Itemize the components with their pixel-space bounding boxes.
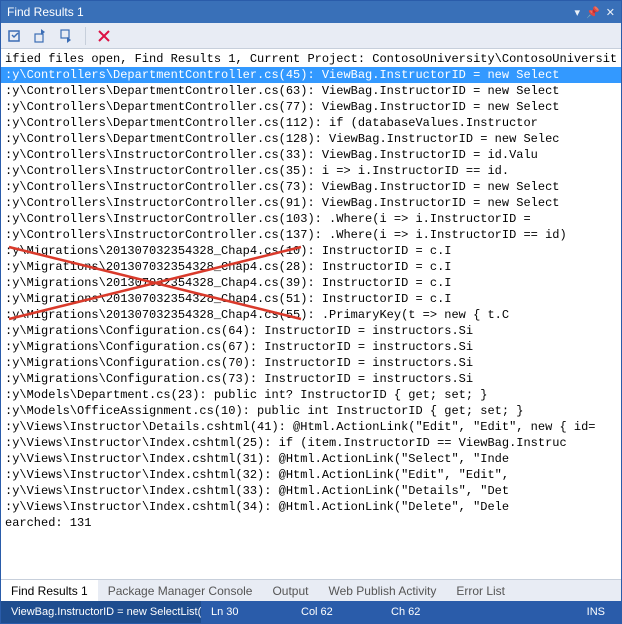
result-line[interactable]: :y\Controllers\DepartmentController.cs(6… [1,83,621,99]
result-line[interactable]: :y\Views\Instructor\Index.cshtml(32): @H… [1,467,621,483]
result-line[interactable]: :y\Controllers\DepartmentController.cs(1… [1,115,621,131]
panel-tab[interactable]: Package Manager Console [98,580,263,601]
goto-prev-button[interactable] [31,26,51,46]
result-line[interactable]: :y\Controllers\InstructorController.cs(3… [1,147,621,163]
window-controls: ▾ 📌 ✕ [575,6,615,19]
result-line[interactable]: :y\Migrations\Configuration.cs(64): Inst… [1,323,621,339]
result-line[interactable]: :y\Migrations\201307032354328_Chap4.cs(5… [1,291,621,307]
window-dropdown-icon[interactable]: ▾ [575,6,581,19]
result-line[interactable]: :y\Controllers\InstructorController.cs(1… [1,227,621,243]
result-line[interactable]: :y\Migrations\Configuration.cs(73): Inst… [1,371,621,387]
title-bar: Find Results 1 ▾ 📌 ✕ [1,1,621,23]
result-line[interactable]: :y\Migrations\Configuration.cs(70): Inst… [1,355,621,371]
results-header: ified files open, Find Results 1, Curren… [1,51,621,67]
result-line[interactable]: :y\Views\Instructor\Details.cshtml(41): … [1,419,621,435]
find-results-pane[interactable]: ified files open, Find Results 1, Curren… [1,49,621,579]
status-line: Ln 30 [201,601,291,623]
panel-tab[interactable]: Output [262,580,318,601]
result-line[interactable]: :y\Migrations\201307032354328_Chap4.cs(3… [1,275,621,291]
result-line[interactable]: :y\Views\Instructor\Index.cshtml(25): if… [1,435,621,451]
result-line[interactable]: :y\Controllers\DepartmentController.cs(4… [1,67,621,83]
result-line[interactable]: :y\Models\Department.cs(23): public int?… [1,387,621,403]
result-line[interactable]: :y\Migrations\201307032354328_Chap4.cs(2… [1,259,621,275]
window-pin-icon[interactable]: 📌 [586,6,600,19]
status-ins: INS [561,601,621,623]
result-line[interactable]: :y\Controllers\DepartmentController.cs(7… [1,99,621,115]
status-bar: ViewBag.InstructorID = new SelectList(db… [1,601,621,623]
panel-tab[interactable]: Error List [446,580,515,601]
goto-next-icon [59,28,75,44]
goto-next-button[interactable] [57,26,77,46]
status-col: Col 62 [291,601,381,623]
result-line[interactable]: :y\Controllers\InstructorController.cs(1… [1,211,621,227]
result-line[interactable]: :y\Controllers\InstructorController.cs(9… [1,195,621,211]
result-line[interactable]: :y\Views\Instructor\Index.cshtml(33): @H… [1,483,621,499]
result-line[interactable]: :y\Controllers\InstructorController.cs(7… [1,179,621,195]
result-line[interactable]: :y\Controllers\InstructorController.cs(3… [1,163,621,179]
results-footer: earched: 131 [1,515,621,531]
toolbar-separator [85,27,86,45]
status-spacer [471,601,561,623]
status-text: ViewBag.InstructorID = new SelectList(db… [1,601,201,623]
panel-tabs: Find Results 1Package Manager ConsoleOut… [1,579,621,601]
goto-location-icon [7,28,23,44]
panel-tab[interactable]: Web Publish Activity [319,580,447,601]
result-line[interactable]: :y\Migrations\201307032354328_Chap4.cs(5… [1,307,621,323]
status-ch: Ch 62 [381,601,471,623]
goto-prev-icon [33,28,49,44]
clear-all-icon [96,28,112,44]
result-line[interactable]: :y\Views\Instructor\Index.cshtml(31): @H… [1,451,621,467]
window-close-icon[interactable]: ✕ [606,6,615,19]
toolbar [1,23,621,49]
result-line[interactable]: :y\Views\Instructor\Index.cshtml(34): @H… [1,499,621,515]
goto-location-button[interactable] [5,26,25,46]
panel-tab[interactable]: Find Results 1 [1,580,98,601]
result-line[interactable]: :y\Controllers\DepartmentController.cs(1… [1,131,621,147]
result-line[interactable]: :y\Models\OfficeAssignment.cs(10): publi… [1,403,621,419]
clear-all-button[interactable] [94,26,114,46]
window-title: Find Results 1 [7,5,575,19]
result-line[interactable]: :y\Migrations\201307032354328_Chap4.cs(1… [1,243,621,259]
result-line[interactable]: :y\Migrations\Configuration.cs(67): Inst… [1,339,621,355]
